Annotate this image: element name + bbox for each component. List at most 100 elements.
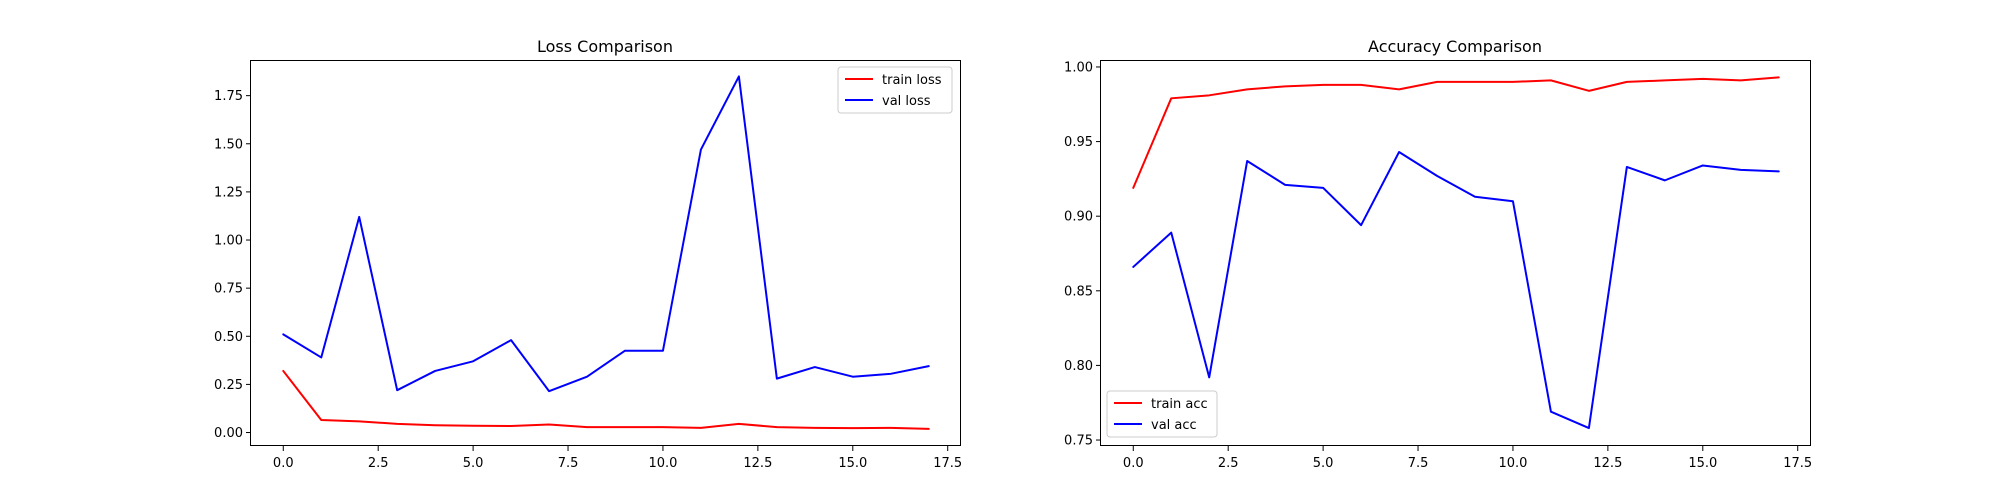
data-point-val-acc [1436, 175, 1438, 177]
series-line-train-acc [1132, 76, 1780, 189]
series-line-train-loss [282, 369, 930, 430]
data-point-val-acc [1740, 169, 1742, 171]
accuracy-series-layer [1132, 76, 1780, 430]
loss-y-tick-label: 0.00 [214, 426, 243, 441]
data-point-train-acc [1322, 84, 1324, 86]
accuracy-y-tick-label: 0.85 [1064, 284, 1093, 299]
accuracy-x-tick-label: 12.5 [1593, 456, 1622, 471]
data-point-train-loss [700, 427, 702, 429]
data-point-train-acc [1436, 81, 1438, 83]
legend-label-train-acc: train acc [1151, 397, 1208, 412]
data-point-val-loss [586, 376, 588, 378]
data-point-val-loss [624, 350, 626, 352]
accuracy-axes-frame [1100, 60, 1811, 446]
data-point-train-loss [890, 427, 892, 429]
data-point-val-loss [662, 350, 664, 352]
loss-y-tick-label: 1.25 [214, 185, 243, 200]
data-point-train-acc [1778, 76, 1780, 78]
loss-x-tick-label: 17.5 [933, 456, 962, 471]
loss-x-tick-label: 5.0 [463, 456, 484, 471]
data-point-val-acc [1550, 411, 1552, 413]
data-point-train-acc [1740, 79, 1742, 81]
data-point-val-loss [396, 389, 398, 391]
accuracy-chart-title: Accuracy Comparison [1368, 37, 1542, 56]
data-point-val-loss [928, 365, 930, 367]
data-point-train-loss [624, 426, 626, 428]
data-point-val-loss [548, 390, 550, 392]
data-point-train-loss [396, 423, 398, 425]
data-point-val-acc [1664, 179, 1666, 181]
loss-y-tick-label: 1.75 [214, 89, 243, 104]
loss-x-tick-label: 0.0 [273, 456, 294, 471]
data-point-val-acc [1322, 187, 1324, 189]
data-point-train-loss [434, 424, 436, 426]
data-point-train-acc [1132, 187, 1134, 189]
data-point-val-loss [358, 216, 360, 218]
data-point-train-loss [510, 425, 512, 427]
data-point-val-acc [1626, 166, 1628, 168]
data-point-train-loss [928, 428, 930, 430]
accuracy-comparison-chart: Accuracy Comparison 0.0 2.5 5.0 7.5 10.0 12.5… [1064, 37, 1812, 471]
series-line-val-loss [282, 75, 930, 393]
data-point-train-acc [1398, 88, 1400, 90]
data-point-val-acc [1778, 170, 1780, 172]
legend-label-train-loss: train loss [882, 73, 942, 88]
data-point-train-loss [586, 426, 588, 428]
data-point-val-acc [1170, 232, 1172, 234]
accuracy-x-tick-label: 0.0 [1123, 456, 1144, 471]
data-point-val-acc [1360, 224, 1362, 226]
data-point-val-loss [890, 373, 892, 375]
series-line-val-acc [1132, 151, 1780, 430]
data-point-train-loss [548, 423, 550, 425]
accuracy-y-tick-label: 0.90 [1064, 210, 1093, 225]
data-point-val-acc [1512, 200, 1514, 202]
data-point-train-loss [814, 427, 816, 429]
data-point-train-acc [1360, 84, 1362, 86]
accuracy-legend: train acc val acc [1106, 390, 1218, 438]
data-point-train-acc [1170, 97, 1172, 99]
data-point-train-acc [1550, 79, 1552, 81]
loss-x-tick-label: 7.5 [558, 456, 579, 471]
accuracy-y-tick-label: 0.95 [1064, 135, 1093, 150]
data-point-train-acc [1512, 81, 1514, 83]
data-point-train-acc [1208, 94, 1210, 96]
data-point-val-acc [1246, 160, 1248, 162]
data-point-train-loss [662, 426, 664, 428]
accuracy-x-tick-label: 17.5 [1783, 456, 1812, 471]
data-point-val-loss [700, 149, 702, 151]
data-point-train-acc [1284, 85, 1286, 87]
data-point-train-loss [738, 423, 740, 425]
data-point-train-loss [358, 420, 360, 422]
loss-x-tick-label: 2.5 [368, 456, 389, 471]
data-point-train-acc [1246, 88, 1248, 90]
data-point-val-loss [776, 378, 778, 380]
legend-label-val-loss: val loss [882, 94, 931, 109]
loss-y-tick-label: 0.50 [214, 330, 243, 345]
data-point-val-acc [1588, 427, 1590, 429]
accuracy-ticks-layer: 0.0 2.5 5.0 7.5 10.0 12.5 15.0 17.5 0.75 0.80 0.85… [1064, 60, 1812, 471]
data-point-val-acc [1208, 376, 1210, 378]
accuracy-y-tick-label: 0.75 [1064, 434, 1093, 449]
loss-comparison-chart: Loss Comparison 0.0 2.5 5.0 7.5 10.0 12.5 15.0… [214, 37, 962, 471]
loss-series-layer [282, 75, 930, 430]
data-point-train-loss [472, 425, 474, 427]
data-point-val-loss [472, 360, 474, 362]
accuracy-y-tick-label: 0.80 [1064, 359, 1093, 374]
loss-x-tick-label: 12.5 [743, 456, 772, 471]
accuracy-x-tick-label: 7.5 [1408, 456, 1429, 471]
accuracy-x-tick-label: 2.5 [1218, 456, 1239, 471]
loss-x-tick-label: 10.0 [648, 456, 677, 471]
loss-x-tick-label: 15.0 [838, 456, 867, 471]
data-point-train-loss [852, 427, 854, 429]
accuracy-x-tick-label: 5.0 [1313, 456, 1334, 471]
accuracy-x-tick-label: 10.0 [1498, 456, 1527, 471]
data-point-val-acc [1702, 164, 1704, 166]
loss-y-tick-label: 0.75 [214, 282, 243, 297]
data-point-val-loss [282, 333, 284, 335]
data-point-val-acc [1132, 266, 1134, 268]
loss-chart-title: Loss Comparison [537, 37, 673, 56]
loss-ticks-layer: 0.0 2.5 5.0 7.5 10.0 12.5 15.0 17.5 0.00 0.25 0.50… [214, 89, 962, 471]
accuracy-x-tick-label: 15.0 [1688, 456, 1717, 471]
